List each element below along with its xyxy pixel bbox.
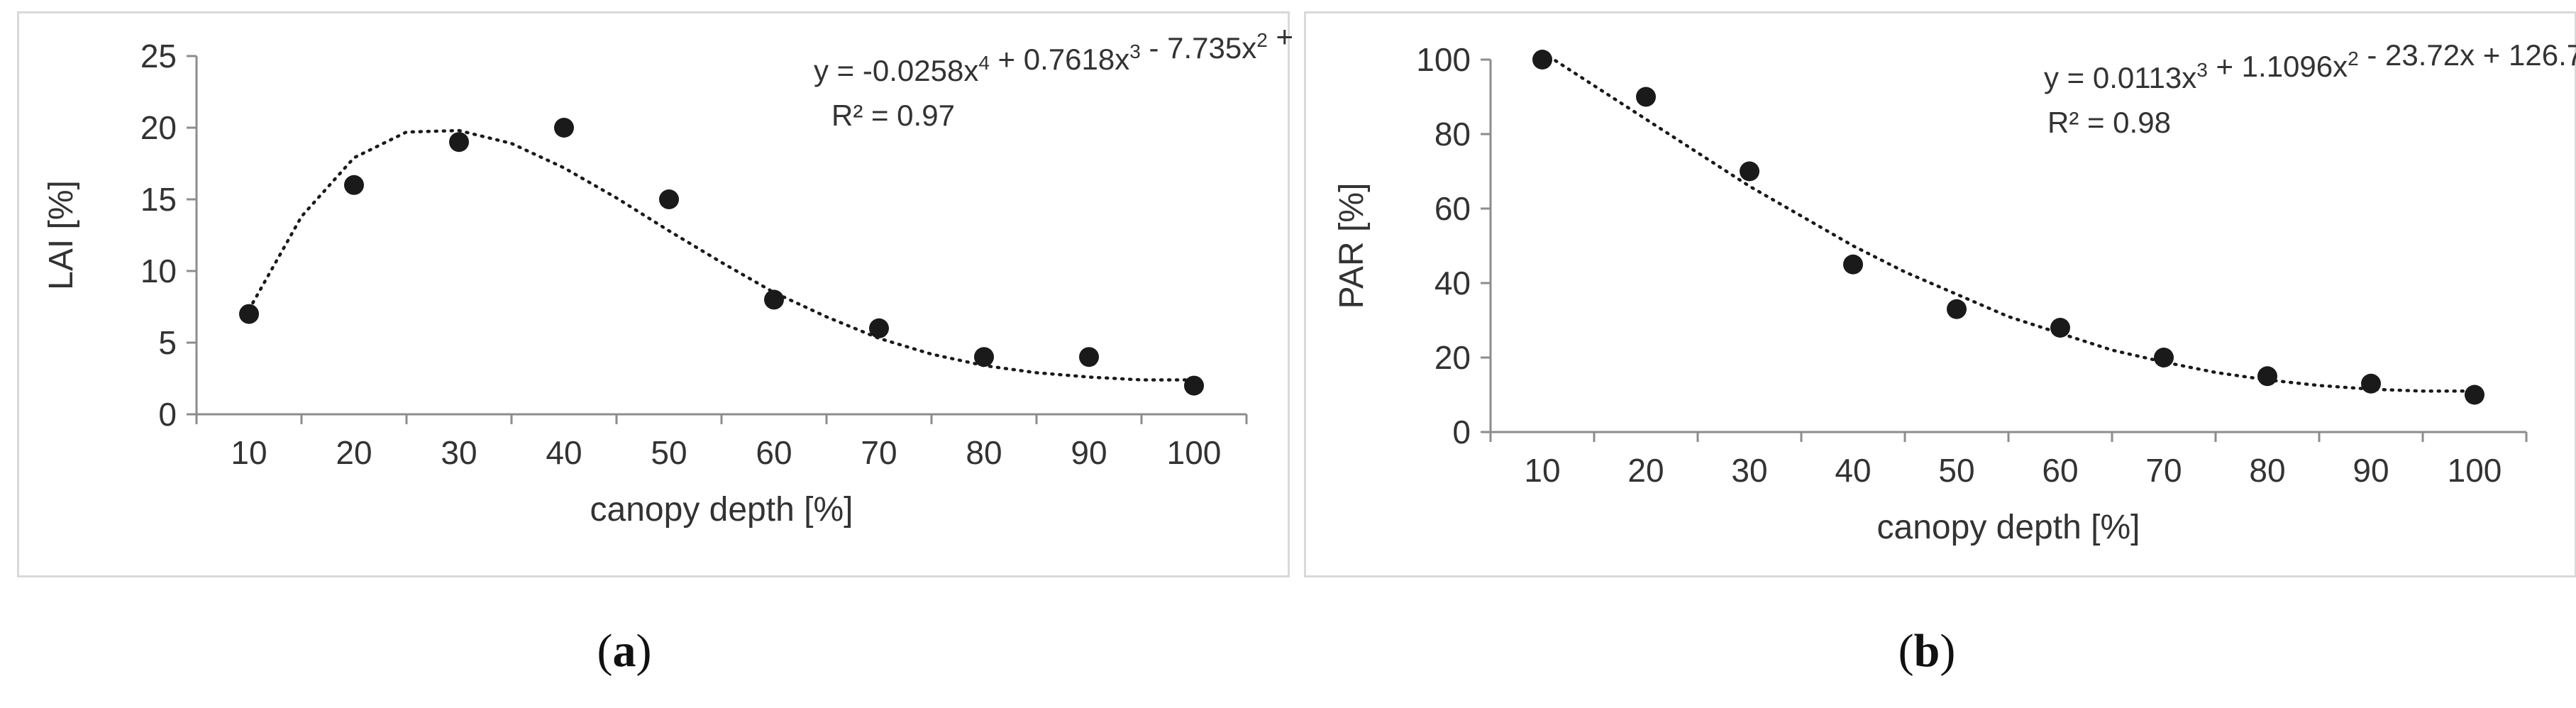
y-tick-label: 5 — [158, 324, 177, 361]
data-point — [554, 118, 574, 138]
y-tick-label: 0 — [1452, 414, 1471, 450]
data-point — [2154, 348, 2174, 367]
data-point — [659, 189, 679, 209]
chart-b-svg: 0 20 40 60 80 100 10 20 30 40 50 60 70 80 90 100 canopy … — [1333, 38, 2576, 546]
data-point — [1843, 254, 1863, 275]
y-tick-label: 10 — [140, 253, 177, 289]
data-point — [1532, 50, 1552, 70]
x-tick-label: 50 — [651, 434, 687, 471]
x-tick-label: 60 — [756, 434, 792, 471]
data-point — [1947, 299, 1967, 319]
trendline-equation: y = 0.0113x3 + 1.1096x2 - 23.72x + 126.7… — [2044, 38, 2576, 94]
x-tick-label: 80 — [2249, 452, 2285, 489]
x-tick-label: 40 — [546, 434, 582, 471]
data-point — [1184, 375, 1204, 396]
y-tick-label: 0 — [158, 396, 177, 433]
chart-a-svg: 0 5 10 15 20 25 10 20 30 40 50 60 70 80 90 100 canopy de… — [43, 20, 1292, 529]
chart-panel-a: 0 5 10 15 20 25 10 20 30 40 50 60 70 80 90 100 canopy de… — [17, 11, 1292, 577]
data-point — [974, 347, 994, 367]
data-point — [2361, 373, 2381, 394]
data-point — [1079, 347, 1099, 367]
x-tick-label: 10 — [231, 434, 267, 471]
data-point — [449, 132, 469, 153]
x-tick-label: 10 — [1524, 452, 1560, 489]
x-tick-label: 70 — [2145, 452, 2182, 489]
y-tick-label: 20 — [140, 109, 177, 146]
data-point — [1636, 87, 1656, 107]
data-point — [239, 304, 259, 324]
x-tick-label: 100 — [2448, 452, 2502, 489]
x-tick-label: 90 — [1071, 434, 1107, 471]
data-point — [764, 289, 784, 310]
y-axis-title: PAR [%] — [1333, 183, 1371, 309]
data-point — [1740, 161, 1759, 182]
x-tick-label: 40 — [1835, 452, 1871, 489]
x-tick-label: 100 — [1167, 434, 1222, 471]
x-tick-label: 50 — [1938, 452, 1974, 489]
y-tick-label: 20 — [1435, 339, 1471, 376]
data-point — [344, 175, 364, 195]
data-point — [2257, 366, 2277, 387]
y-axis-title: LAI [%] — [43, 180, 80, 290]
trendline-curve — [247, 128, 1196, 382]
data-point — [2050, 318, 2070, 338]
data-point — [2465, 385, 2484, 405]
x-tick-label: 60 — [2042, 452, 2078, 489]
x-tick-label: 30 — [441, 434, 477, 471]
r-squared-label: R² = 0.97 — [831, 99, 955, 132]
y-tick-label: 15 — [140, 181, 177, 218]
subfigure-label-a: (a) — [597, 625, 652, 677]
x-axis-title: canopy depth [%] — [1877, 509, 2140, 546]
x-axis-title: canopy depth [%] — [590, 491, 853, 529]
trendline-equation: y = -0.0258x4 + 0.7618x3 - 7.735x2 + 28.… — [814, 20, 1292, 87]
y-tick-label: 40 — [1435, 265, 1471, 302]
x-tick-label: 70 — [861, 434, 897, 471]
r-squared-label: R² = 0.98 — [2047, 106, 2171, 139]
y-tick-label: 100 — [1416, 41, 1471, 78]
y-tick-label: 80 — [1435, 116, 1471, 153]
x-tick-label: 30 — [1731, 452, 1767, 489]
x-tick-label: 90 — [2353, 452, 2389, 489]
chart-panel-b: 0 20 40 60 80 100 10 20 30 40 50 60 70 80 90 100 canopy … — [1304, 11, 2576, 577]
data-point — [869, 318, 889, 338]
x-tick-label: 20 — [336, 434, 372, 471]
x-tick-label: 80 — [966, 434, 1002, 471]
y-tick-label: 25 — [140, 38, 177, 74]
trendline-curve — [1540, 50, 2477, 393]
x-tick-label: 20 — [1627, 452, 1664, 489]
y-tick-label: 60 — [1435, 190, 1471, 227]
subfigure-label-b: (b) — [1898, 625, 1956, 677]
